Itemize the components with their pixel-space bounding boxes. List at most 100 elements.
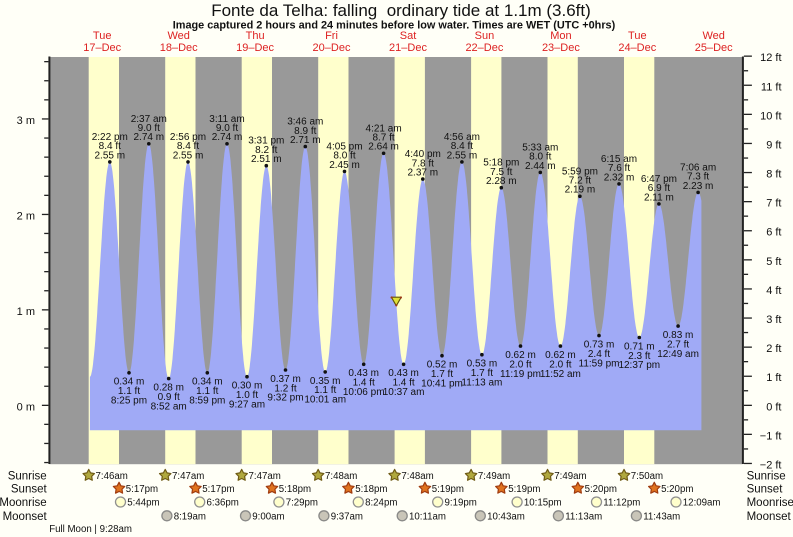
svg-text:7:29pm: 7:29pm — [286, 498, 318, 509]
svg-text:8:52 am: 8:52 am — [151, 401, 187, 412]
svg-text:1.7 ft: 1.7 ft — [431, 369, 453, 380]
svg-text:2.32 m: 2.32 m — [604, 172, 635, 183]
svg-text:2.74 m: 2.74 m — [134, 132, 165, 143]
svg-text:0.52 m: 0.52 m — [427, 360, 458, 371]
svg-text:8.0 ft: 8.0 ft — [333, 151, 355, 162]
svg-text:9:32 pm: 9:32 pm — [267, 393, 303, 404]
svg-text:2.7 ft: 2.7 ft — [667, 339, 689, 350]
svg-text:2.74 m: 2.74 m — [212, 132, 243, 143]
svg-text:7:06 am: 7:06 am — [680, 162, 716, 173]
svg-text:5:19pm: 5:19pm — [432, 484, 464, 495]
svg-text:Mon: Mon — [550, 30, 571, 42]
svg-text:Sunrise: Sunrise — [747, 471, 786, 483]
svg-text:17–Dec: 17–Dec — [83, 42, 121, 54]
svg-text:6:47 pm: 6:47 pm — [641, 174, 677, 185]
svg-text:2.0 ft: 2.0 ft — [549, 359, 571, 370]
svg-text:8.7 ft: 8.7 ft — [372, 133, 394, 144]
svg-text:11:19 pm: 11:19 pm — [500, 369, 541, 380]
svg-text:Image captured 2 hours and 24: Image captured 2 hours and 24 minutes be… — [173, 20, 616, 32]
svg-text:10:01 am: 10:01 am — [304, 395, 346, 406]
svg-text:1.4 ft: 1.4 ft — [392, 378, 414, 389]
svg-text:8.9 ft: 8.9 ft — [294, 126, 316, 137]
svg-text:6:15 am: 6:15 am — [601, 154, 637, 165]
svg-text:10:43am: 10:43am — [487, 512, 525, 523]
svg-text:2.28 m: 2.28 m — [486, 176, 517, 187]
svg-text:0.62 m: 0.62 m — [505, 350, 536, 361]
svg-text:4:05 pm: 4:05 pm — [326, 141, 362, 152]
svg-text:1.1 ft: 1.1 ft — [314, 385, 336, 396]
svg-text:0.73 m: 0.73 m — [584, 340, 615, 351]
svg-text:Wed: Wed — [167, 30, 189, 42]
svg-text:11:12pm: 11:12pm — [603, 498, 640, 509]
svg-text:−1 ft: −1 ft — [760, 430, 782, 442]
svg-text:Fonte da Telha: falling ordin: Fonte da Telha: falling ordinary tide at… — [211, 1, 591, 20]
svg-text:5:33 am: 5:33 am — [522, 142, 558, 153]
svg-text:Thu: Thu — [246, 30, 265, 42]
svg-text:2.64 m: 2.64 m — [368, 142, 399, 153]
svg-text:7:50am: 7:50am — [631, 471, 663, 482]
svg-text:Sat: Sat — [400, 30, 417, 42]
svg-text:2 ft: 2 ft — [766, 343, 781, 355]
svg-text:2.3 ft: 2.3 ft — [628, 351, 650, 362]
svg-text:5:20pm: 5:20pm — [661, 484, 693, 495]
svg-text:2:22 pm: 2:22 pm — [92, 132, 128, 143]
svg-text:8:25 pm: 8:25 pm — [111, 396, 147, 407]
svg-text:0.30 m: 0.30 m — [232, 381, 263, 392]
svg-text:1.1 ft: 1.1 ft — [118, 386, 140, 397]
svg-text:7.2 ft: 7.2 ft — [569, 176, 591, 187]
svg-text:Sun: Sun — [475, 30, 495, 42]
svg-text:10:41 pm: 10:41 pm — [421, 378, 463, 389]
svg-text:9:37am: 9:37am — [331, 512, 363, 523]
svg-text:9.0 ft: 9.0 ft — [138, 123, 160, 134]
svg-text:9:00am: 9:00am — [252, 512, 284, 523]
svg-text:5:18pm: 5:18pm — [279, 484, 311, 495]
svg-text:9.0 ft: 9.0 ft — [216, 123, 238, 134]
svg-text:2.11 m: 2.11 m — [644, 192, 674, 203]
svg-text:12:09am: 12:09am — [683, 498, 721, 509]
svg-text:11:13am: 11:13am — [565, 512, 602, 523]
svg-text:10:11am: 10:11am — [409, 512, 446, 523]
svg-text:5:18 pm: 5:18 pm — [483, 158, 519, 169]
svg-text:Moonset: Moonset — [747, 511, 792, 523]
svg-text:7:47am: 7:47am — [249, 471, 281, 482]
svg-text:7 ft: 7 ft — [766, 198, 781, 210]
svg-text:5:44pm: 5:44pm — [127, 498, 159, 509]
svg-text:Sunset: Sunset — [747, 484, 784, 496]
svg-text:11:13 am: 11:13 am — [461, 377, 502, 388]
svg-text:5:19pm: 5:19pm — [508, 484, 540, 495]
svg-text:8:24pm: 8:24pm — [365, 498, 397, 509]
svg-text:10:06 pm: 10:06 pm — [343, 387, 385, 398]
svg-text:0 m: 0 m — [17, 401, 35, 413]
svg-text:1 ft: 1 ft — [766, 372, 781, 384]
svg-text:0.71 m: 0.71 m — [624, 341, 655, 352]
svg-text:Tue: Tue — [93, 30, 112, 42]
svg-text:7.6 ft: 7.6 ft — [608, 163, 630, 174]
svg-text:7:49am: 7:49am — [554, 471, 586, 482]
svg-text:6.9 ft: 6.9 ft — [648, 183, 670, 194]
svg-text:19–Dec: 19–Dec — [236, 42, 274, 54]
svg-text:2.51 m: 2.51 m — [251, 154, 282, 165]
svg-text:9 ft: 9 ft — [766, 140, 781, 152]
svg-text:2.0 ft: 2.0 ft — [509, 359, 531, 370]
svg-text:7.3 ft: 7.3 ft — [687, 172, 709, 183]
svg-text:Tue: Tue — [628, 30, 647, 42]
svg-text:Wed: Wed — [702, 30, 724, 42]
svg-text:20–Dec: 20–Dec — [313, 42, 351, 54]
svg-text:0.34 m: 0.34 m — [114, 377, 145, 388]
svg-text:2.23 m: 2.23 m — [683, 181, 714, 192]
svg-text:11:52 am: 11:52 am — [540, 369, 581, 380]
svg-text:1.1 ft: 1.1 ft — [196, 386, 218, 397]
svg-text:23–Dec: 23–Dec — [542, 42, 580, 54]
svg-text:2.44 m: 2.44 m — [525, 161, 556, 172]
svg-text:2.45 m: 2.45 m — [329, 160, 360, 171]
svg-text:6 ft: 6 ft — [766, 227, 781, 239]
svg-text:3:11 am: 3:11 am — [209, 114, 244, 125]
svg-text:1.0 ft: 1.0 ft — [236, 390, 258, 401]
svg-text:0.37 m: 0.37 m — [270, 374, 301, 385]
svg-text:5:59 pm: 5:59 pm — [562, 166, 598, 177]
svg-text:8:19am: 8:19am — [174, 512, 206, 523]
svg-text:3 m: 3 m — [17, 115, 35, 127]
svg-text:12:49 am: 12:49 am — [657, 349, 699, 360]
svg-text:Moonrise: Moonrise — [747, 497, 793, 509]
svg-text:7:47am: 7:47am — [172, 471, 204, 482]
